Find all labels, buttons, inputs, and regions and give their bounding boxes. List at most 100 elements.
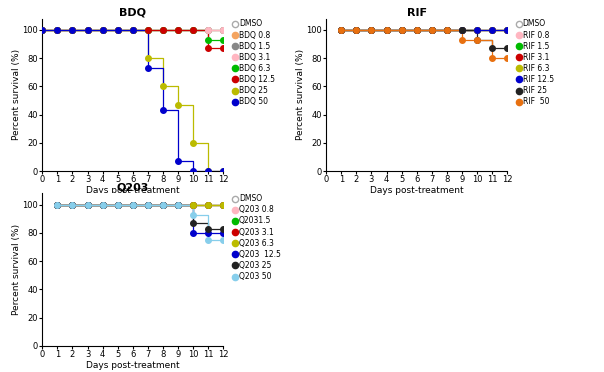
RIF 6.3 bbox=[458, 28, 466, 32]
Q203 50 bbox=[69, 202, 76, 207]
Q203  12.5 bbox=[144, 202, 152, 207]
DMSO bbox=[39, 28, 46, 32]
Y-axis label: Percent survival (%): Percent survival (%) bbox=[12, 224, 21, 315]
RIF  50 bbox=[383, 28, 390, 32]
RIF 1.5 bbox=[383, 28, 390, 32]
Q2031.5 bbox=[69, 202, 76, 207]
RIF 0.8 bbox=[443, 28, 451, 32]
RIF 12.5 bbox=[398, 28, 405, 32]
Line: Q203 25: Q203 25 bbox=[54, 202, 226, 231]
RIF 6.3 bbox=[474, 28, 481, 32]
BDQ 3.1 bbox=[220, 28, 227, 32]
RIF  50 bbox=[474, 38, 481, 42]
BDQ 12.5 bbox=[205, 46, 212, 51]
BDQ 1.5 bbox=[54, 28, 61, 32]
Q203  12.5 bbox=[99, 202, 106, 207]
Q203 50 bbox=[159, 202, 167, 207]
BDQ 25 bbox=[175, 103, 182, 107]
RIF 12.5 bbox=[383, 28, 390, 32]
RIF 25 bbox=[428, 28, 435, 32]
RIF 1.5 bbox=[353, 28, 360, 32]
RIF 25 bbox=[489, 46, 496, 51]
BDQ 12.5 bbox=[39, 28, 46, 32]
Q203 0.8 bbox=[220, 202, 227, 207]
DMSO bbox=[220, 202, 227, 207]
Q2031.5 bbox=[175, 202, 182, 207]
BDQ 0.8 bbox=[175, 28, 182, 32]
BDQ 3.1 bbox=[54, 28, 61, 32]
DMSO bbox=[175, 202, 182, 207]
BDQ 12.5 bbox=[84, 28, 91, 32]
BDQ 0.8 bbox=[190, 28, 197, 32]
Line: Q203 6.3: Q203 6.3 bbox=[54, 202, 226, 208]
RIF 25 bbox=[504, 46, 511, 51]
BDQ 1.5 bbox=[39, 28, 46, 32]
RIF 6.3 bbox=[353, 28, 360, 32]
DMSO bbox=[129, 28, 137, 32]
BDQ 0.8 bbox=[159, 28, 167, 32]
DMSO bbox=[54, 202, 61, 207]
Q203 6.3 bbox=[84, 202, 91, 207]
BDQ 3.1 bbox=[190, 28, 197, 32]
DMSO bbox=[99, 202, 106, 207]
Line: Q203 3.1: Q203 3.1 bbox=[54, 202, 226, 208]
BDQ 6.3 bbox=[69, 28, 76, 32]
Q203 50 bbox=[84, 202, 91, 207]
Q203 0.8 bbox=[69, 202, 76, 207]
DMSO bbox=[190, 28, 197, 32]
RIF 6.3 bbox=[383, 28, 390, 32]
DMSO bbox=[190, 202, 197, 207]
RIF  50 bbox=[428, 28, 435, 32]
RIF 6.3 bbox=[413, 28, 420, 32]
Line: RIF 1.5: RIF 1.5 bbox=[338, 27, 510, 33]
Q203 0.8 bbox=[159, 202, 167, 207]
Q203  12.5 bbox=[114, 202, 121, 207]
DMSO bbox=[458, 28, 466, 32]
BDQ 6.3 bbox=[114, 28, 121, 32]
RIF 6.3 bbox=[504, 28, 511, 32]
Title: Q203: Q203 bbox=[117, 183, 149, 193]
Q203 0.8 bbox=[190, 202, 197, 207]
Q203  12.5 bbox=[220, 231, 227, 235]
BDQ 6.3 bbox=[220, 38, 227, 42]
Q203  12.5 bbox=[84, 202, 91, 207]
BDQ 1.5 bbox=[114, 28, 121, 32]
Q203 3.1 bbox=[99, 202, 106, 207]
BDQ 6.3 bbox=[129, 28, 137, 32]
BDQ 1.5 bbox=[220, 28, 227, 32]
RIF 3.1 bbox=[413, 28, 420, 32]
RIF 12.5 bbox=[504, 28, 511, 32]
DMSO bbox=[114, 202, 121, 207]
RIF 0.8 bbox=[398, 28, 405, 32]
RIF 6.3 bbox=[398, 28, 405, 32]
BDQ 1.5 bbox=[99, 28, 106, 32]
Q203 0.8 bbox=[54, 202, 61, 207]
Q203 6.3 bbox=[175, 202, 182, 207]
Q203  12.5 bbox=[205, 231, 212, 235]
DMSO bbox=[413, 28, 420, 32]
Line: RIF 6.3: RIF 6.3 bbox=[338, 27, 510, 33]
Q203 3.1 bbox=[190, 202, 197, 207]
Title: BDQ: BDQ bbox=[120, 8, 146, 18]
Q203  12.5 bbox=[159, 202, 167, 207]
Q203 3.1 bbox=[220, 202, 227, 207]
BDQ 25 bbox=[114, 28, 121, 32]
DMSO bbox=[69, 202, 76, 207]
BDQ 12.5 bbox=[190, 28, 197, 32]
Line: RIF 25: RIF 25 bbox=[338, 27, 510, 51]
BDQ 50 bbox=[54, 28, 61, 32]
Q203 0.8 bbox=[175, 202, 182, 207]
RIF 1.5 bbox=[368, 28, 375, 32]
Q2031.5 bbox=[99, 202, 106, 207]
Q203 6.3 bbox=[205, 202, 212, 207]
RIF 6.3 bbox=[428, 28, 435, 32]
RIF 3.1 bbox=[383, 28, 390, 32]
Q203 0.8 bbox=[205, 202, 212, 207]
RIF 1.5 bbox=[474, 28, 481, 32]
DMSO bbox=[99, 28, 106, 32]
RIF 1.5 bbox=[443, 28, 451, 32]
Q203 6.3 bbox=[159, 202, 167, 207]
DMSO bbox=[144, 202, 152, 207]
BDQ 3.1 bbox=[39, 28, 46, 32]
BDQ 3.1 bbox=[69, 28, 76, 32]
